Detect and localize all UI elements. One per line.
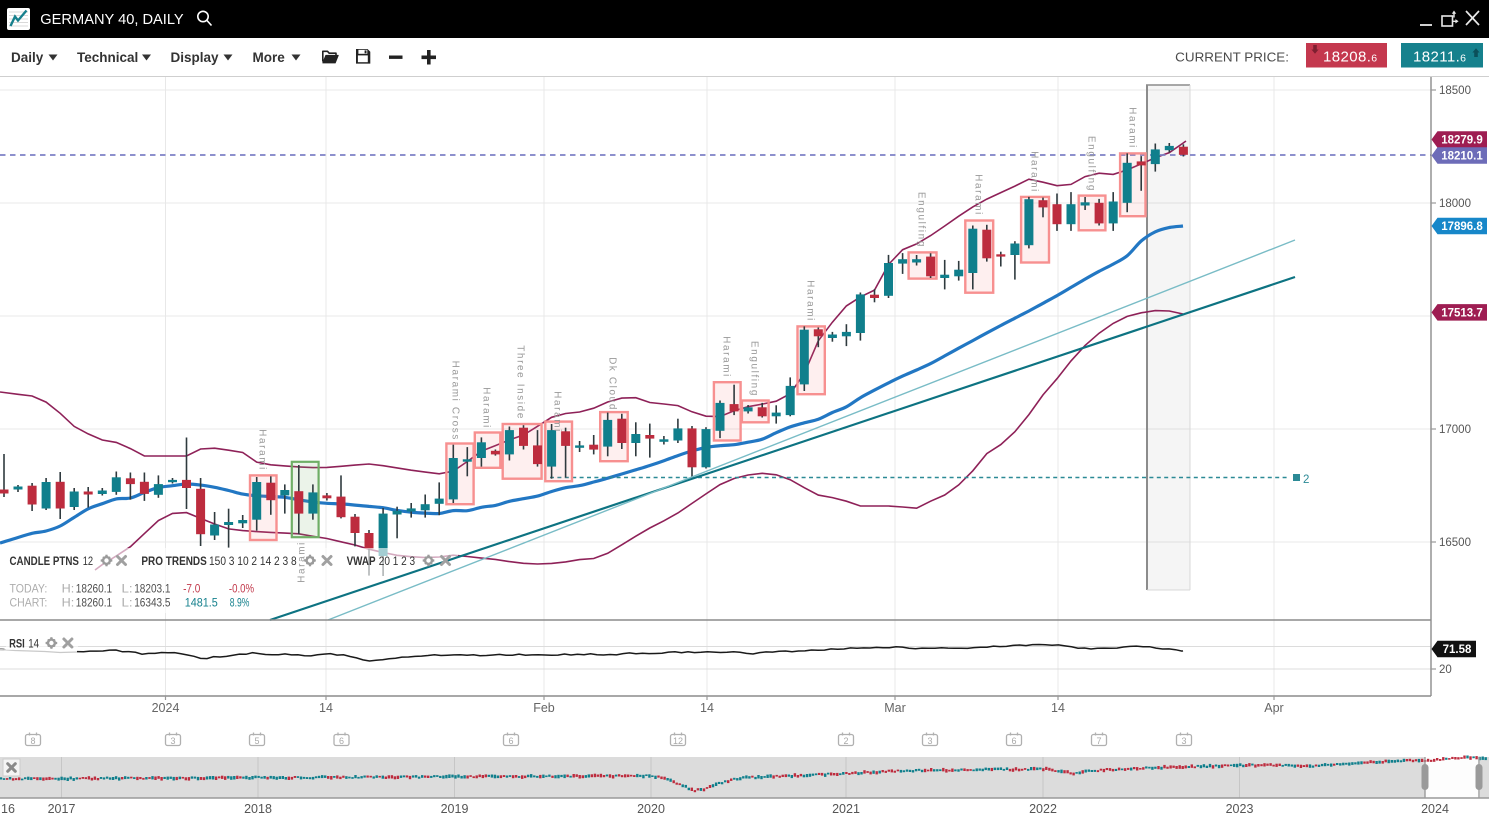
svg-text:18203.1: 18203.1 [134, 582, 171, 596]
svg-text:2021: 2021 [832, 802, 860, 816]
svg-text:8.9%: 8.9% [230, 596, 250, 610]
svg-text:14: 14 [319, 701, 333, 715]
svg-text:2022: 2022 [1029, 802, 1057, 816]
svg-text:Harami: Harami [720, 336, 731, 378]
svg-text:2020: 2020 [637, 802, 665, 816]
svg-text:14: 14 [700, 701, 714, 715]
svg-text:2018: 2018 [244, 802, 272, 816]
svg-text:2023: 2023 [1226, 802, 1254, 816]
svg-text:17513.7: 17513.7 [1441, 307, 1483, 319]
svg-text:-7.0: -7.0 [183, 582, 201, 596]
svg-text:H:: H: [62, 596, 75, 610]
svg-text:16500: 16500 [1439, 537, 1471, 549]
svg-text:CURRENT PRICE:: CURRENT PRICE: [1175, 51, 1289, 65]
svg-text:8: 8 [30, 736, 35, 746]
svg-text:Harami: Harami [1126, 107, 1137, 149]
svg-text:14: 14 [28, 637, 39, 651]
svg-text:2024: 2024 [152, 701, 180, 715]
svg-text:12: 12 [673, 736, 683, 746]
svg-text:Engulfing: Engulfing [915, 192, 926, 248]
svg-text:Harami Cross: Harami Cross [449, 361, 460, 441]
svg-text:14: 14 [1051, 701, 1065, 715]
svg-text:Feb: Feb [533, 701, 555, 715]
svg-text:GERMANY 40, DAILY: GERMANY 40, DAILY [40, 12, 184, 28]
svg-text:18279.9: 18279.9 [1441, 135, 1483, 147]
svg-text:Harami: Harami [804, 280, 815, 322]
svg-text:18000: 18000 [1439, 198, 1471, 210]
svg-text:7: 7 [1096, 736, 1101, 746]
svg-text:Apr: Apr [1264, 701, 1283, 715]
svg-text:Daily: Daily [11, 50, 44, 65]
svg-text:2017: 2017 [48, 802, 76, 816]
svg-text:Harami: Harami [256, 429, 267, 471]
svg-text:TODAY:: TODAY: [10, 582, 48, 596]
svg-text:VWAP: VWAP [347, 554, 376, 568]
svg-text:Harami: Harami [972, 174, 983, 216]
svg-text:PRO TRENDS: PRO TRENDS [141, 554, 206, 568]
svg-text:Harami: Harami [551, 391, 562, 433]
svg-text:12: 12 [83, 554, 94, 568]
svg-text:20 1 2 3: 20 1 2 3 [379, 554, 416, 568]
svg-text:L:: L: [122, 596, 133, 610]
svg-text:3: 3 [927, 736, 932, 746]
svg-text:Dk Cloud: Dk Cloud [606, 357, 617, 411]
svg-text:Engulfing: Engulfing [1085, 136, 1096, 192]
svg-text:6: 6 [1011, 736, 1016, 746]
svg-text:Harami: Harami [297, 541, 308, 583]
svg-text:17000: 17000 [1439, 424, 1471, 436]
svg-text:16: 16 [1, 802, 15, 816]
svg-text:71.58: 71.58 [1443, 644, 1472, 656]
svg-text:RSI: RSI [9, 637, 25, 651]
svg-text:CHART:: CHART: [10, 596, 48, 610]
svg-text:H:: H: [62, 582, 75, 596]
svg-text:3: 3 [170, 736, 175, 746]
svg-text:16343.5: 16343.5 [134, 596, 171, 610]
svg-text:18500: 18500 [1439, 85, 1471, 97]
svg-text:18260.1: 18260.1 [76, 596, 113, 610]
svg-text:150 3 10 2 14 2 3 8: 150 3 10 2 14 2 3 8 [209, 554, 297, 568]
svg-text:2024: 2024 [1421, 802, 1449, 816]
svg-text:Harami: Harami [1028, 151, 1039, 193]
svg-text:18211.6: 18211.6 [1413, 49, 1466, 66]
svg-text:6: 6 [339, 736, 344, 746]
svg-text:2: 2 [1303, 474, 1309, 486]
svg-text:6: 6 [508, 736, 513, 746]
svg-text:-0.0%: -0.0% [229, 582, 254, 596]
svg-text:Harami: Harami [480, 387, 491, 429]
svg-text:5: 5 [254, 736, 259, 746]
svg-text:3: 3 [1181, 736, 1186, 746]
svg-text:18260.1: 18260.1 [76, 582, 113, 596]
svg-text:18208.6: 18208.6 [1323, 49, 1378, 66]
svg-text:Engulfing: Engulfing [748, 341, 759, 397]
svg-text:17896.8: 17896.8 [1441, 221, 1483, 233]
svg-text:Display: Display [171, 50, 220, 65]
svg-text:CANDLE PTNS: CANDLE PTNS [10, 554, 79, 568]
svg-text:1481.5: 1481.5 [185, 596, 218, 610]
svg-text:Technical: Technical [77, 50, 138, 65]
svg-text:Three Inside: Three Inside [514, 345, 525, 420]
svg-text:L:: L: [122, 582, 133, 596]
svg-text:More: More [253, 50, 286, 65]
svg-text:18210.1: 18210.1 [1441, 151, 1483, 163]
svg-text:2: 2 [843, 736, 848, 746]
svg-text:2019: 2019 [441, 802, 469, 816]
svg-text:20: 20 [1439, 664, 1452, 676]
svg-text:Mar: Mar [884, 701, 906, 715]
